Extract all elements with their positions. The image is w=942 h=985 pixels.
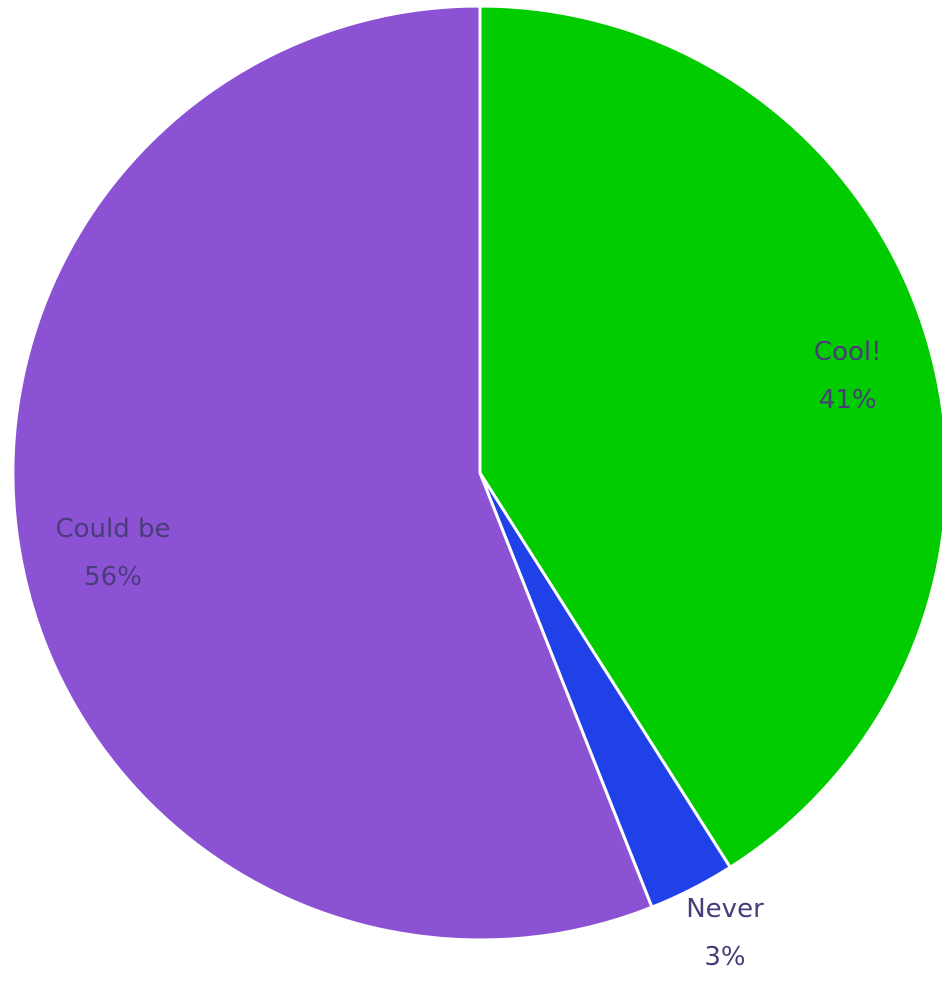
- labels-layer: Cool! 41% Never 3% Could be 56%: [55, 337, 881, 972]
- pie-slice-could-be: [11, 4, 654, 942]
- slices-layer: [11, 4, 942, 942]
- slice-label: Never: [686, 894, 764, 924]
- slice-label: Cool!: [814, 337, 882, 367]
- slice-percent-label: 3%: [704, 942, 745, 972]
- pie-slice-cool: [478, 4, 942, 869]
- slice-percent-label: 41%: [819, 385, 877, 415]
- slice-percent-label: 56%: [84, 562, 142, 592]
- slice-label: Could be: [55, 514, 170, 544]
